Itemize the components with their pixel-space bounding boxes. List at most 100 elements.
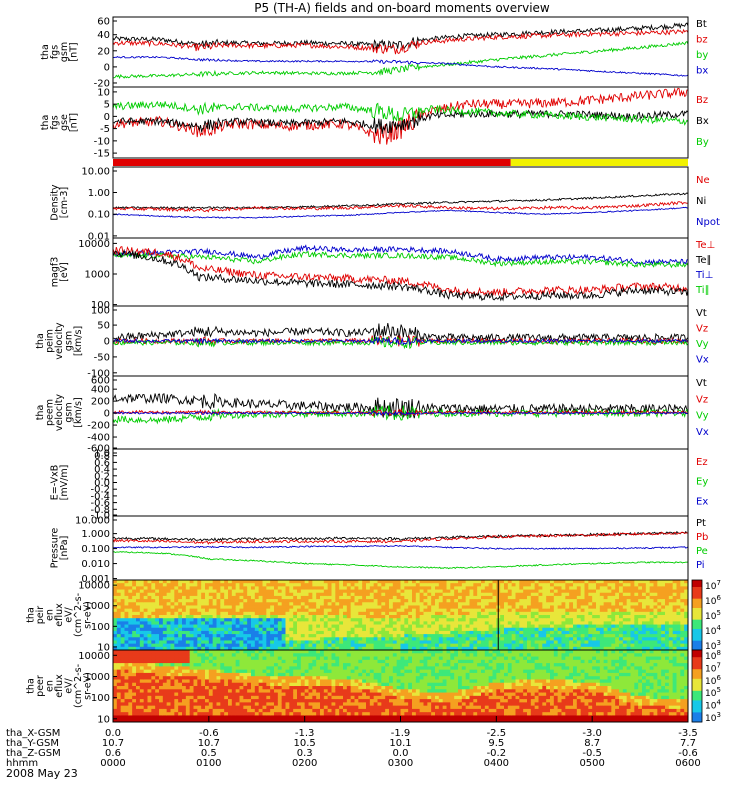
spectrogram-cell xyxy=(320,643,325,648)
spectrogram-cell xyxy=(484,627,490,632)
spectrogram-cell xyxy=(220,627,225,632)
spectrogram-cell xyxy=(247,689,252,693)
spectrogram-cell xyxy=(458,583,463,587)
spectrogram-cell xyxy=(247,679,252,684)
spectrogram-cell xyxy=(553,599,559,603)
spectrogram-cell xyxy=(339,618,344,622)
spectrogram-cell xyxy=(216,650,221,654)
spectrogram-cell xyxy=(350,672,355,677)
spectrogram-cell xyxy=(519,627,524,632)
spectrogram-cell xyxy=(239,676,244,680)
spectrogram-cell xyxy=(684,627,689,632)
spectrogram-cell xyxy=(216,712,221,716)
spectrogram-cell xyxy=(247,580,252,584)
spectrogram-cell xyxy=(381,595,386,600)
spectrogram-cell xyxy=(335,689,340,693)
spectrogram-cell xyxy=(419,624,424,629)
spectrogram-cell xyxy=(331,679,336,684)
spectrogram-cell xyxy=(573,611,578,616)
spectrogram-cell xyxy=(331,589,336,594)
spectrogram-cell xyxy=(615,634,620,638)
spectrogram-cell xyxy=(519,640,524,645)
series-line-Pe xyxy=(112,551,689,570)
spectrogram-cell xyxy=(431,589,436,594)
spectrogram-cell xyxy=(392,605,398,610)
spectrogram-cell xyxy=(293,712,298,716)
spectrogram-cell xyxy=(308,580,313,584)
spectrogram-cell xyxy=(116,695,122,700)
spectrogram-cell xyxy=(113,621,118,625)
spectrogram-cell xyxy=(350,669,355,674)
spectrogram-cell xyxy=(331,653,336,657)
spectrogram-cell xyxy=(343,602,348,606)
spectrogram-cell xyxy=(538,595,543,600)
spectrogram-cell xyxy=(381,605,386,610)
spectrogram-cell xyxy=(239,580,244,584)
spectrogram-cell xyxy=(672,602,677,606)
spectrogram-cell xyxy=(143,656,148,661)
spectrogram-cell xyxy=(120,718,125,723)
spectrogram-cell xyxy=(477,637,482,641)
spectrogram-cell xyxy=(477,624,482,629)
spectrogram-cell xyxy=(373,586,378,590)
spectrogram-cell xyxy=(297,627,302,632)
spectrogram-cell xyxy=(607,586,612,590)
spectrogram-cell xyxy=(534,589,539,594)
spectrogram-cell xyxy=(312,621,317,625)
spectrogram-cell xyxy=(143,592,148,597)
spectrogram-cell xyxy=(182,602,187,606)
spectrogram-cell xyxy=(155,627,160,632)
spectrogram-cell xyxy=(297,630,302,635)
spectrogram-cell xyxy=(147,669,152,674)
spectrogram-cell xyxy=(354,679,359,684)
spectrogram-cell xyxy=(400,586,405,590)
spectrogram-cell xyxy=(323,643,329,648)
spectrogram-cell xyxy=(185,692,191,697)
spectrogram-cell xyxy=(500,646,505,651)
spectrogram-cell xyxy=(270,627,275,632)
spectrogram-cell xyxy=(603,611,608,616)
spectrogram-cell xyxy=(293,650,298,654)
spectrogram-cell xyxy=(277,624,283,629)
spectrogram-cell xyxy=(481,602,486,606)
spectrogram-cell xyxy=(396,595,401,600)
spectrogram-cell xyxy=(143,702,148,707)
spectrogram-cell xyxy=(343,643,348,648)
spectrogram-cell xyxy=(185,695,191,700)
spectrogram-cell xyxy=(546,640,551,645)
spectrogram-cell xyxy=(212,611,217,616)
spectrogram-cell xyxy=(438,630,444,635)
spectrogram-cell xyxy=(569,589,574,594)
spectrogram-cell xyxy=(661,621,666,625)
spectrogram-cell xyxy=(170,708,175,713)
spectrogram-cell xyxy=(251,599,256,603)
spectrogram-cell xyxy=(139,653,145,657)
spectrogram-cell xyxy=(139,640,145,645)
spectrogram-cell xyxy=(205,624,210,629)
spectrogram-cell xyxy=(297,608,302,613)
spectrogram-cell xyxy=(239,646,244,651)
spectrogram-cell xyxy=(235,646,240,651)
spectrogram-cell xyxy=(350,666,355,671)
spectrogram-cell xyxy=(285,695,290,700)
spectrogram-cell xyxy=(143,640,148,645)
spectrogram-cell xyxy=(113,602,118,606)
spectrogram-cell xyxy=(665,586,670,590)
spectrogram-cell xyxy=(212,669,217,674)
y-tick-label: 0.10 xyxy=(88,210,110,221)
spectrogram-cell xyxy=(262,672,267,677)
spectrogram-cell xyxy=(155,615,160,619)
spectrogram-cell xyxy=(519,580,524,584)
spectrogram-cell xyxy=(611,602,616,606)
spectrogram-cell xyxy=(335,634,340,638)
spectrogram-cell xyxy=(193,586,198,590)
spectrogram-cell xyxy=(423,630,428,635)
spectrogram-cell xyxy=(412,602,417,606)
spectrogram-cell xyxy=(320,669,325,674)
spectrogram-cell xyxy=(419,586,424,590)
spectrogram-cell xyxy=(354,621,359,625)
spectrogram-cell xyxy=(534,599,539,603)
series-line-bx xyxy=(112,55,689,77)
spectrogram-cell xyxy=(649,608,654,613)
spectrogram-cell xyxy=(254,621,260,625)
